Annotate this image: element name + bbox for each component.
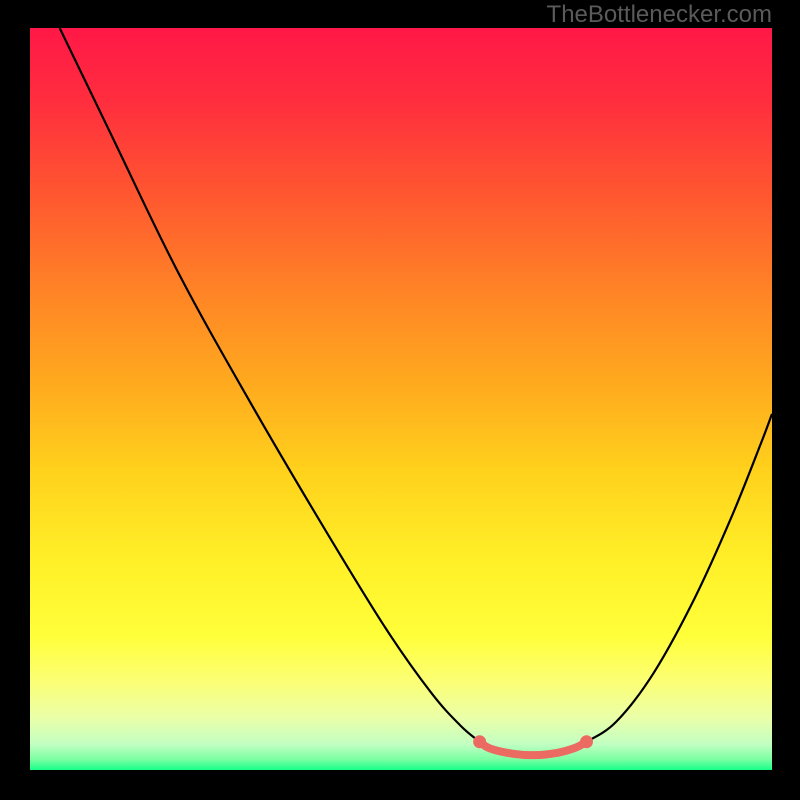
curve-left — [60, 28, 480, 742]
valley-endpoint-1 — [580, 735, 593, 748]
watermark-text: TheBottlenecker.com — [547, 1, 772, 29]
bottleneck-curve — [30, 28, 772, 770]
chart-container: TheBottlenecker.com — [0, 0, 800, 800]
curve-right — [587, 414, 773, 742]
plot-area — [30, 28, 772, 770]
valley-endpoint-0 — [473, 735, 486, 748]
curve-valley — [480, 742, 587, 755]
